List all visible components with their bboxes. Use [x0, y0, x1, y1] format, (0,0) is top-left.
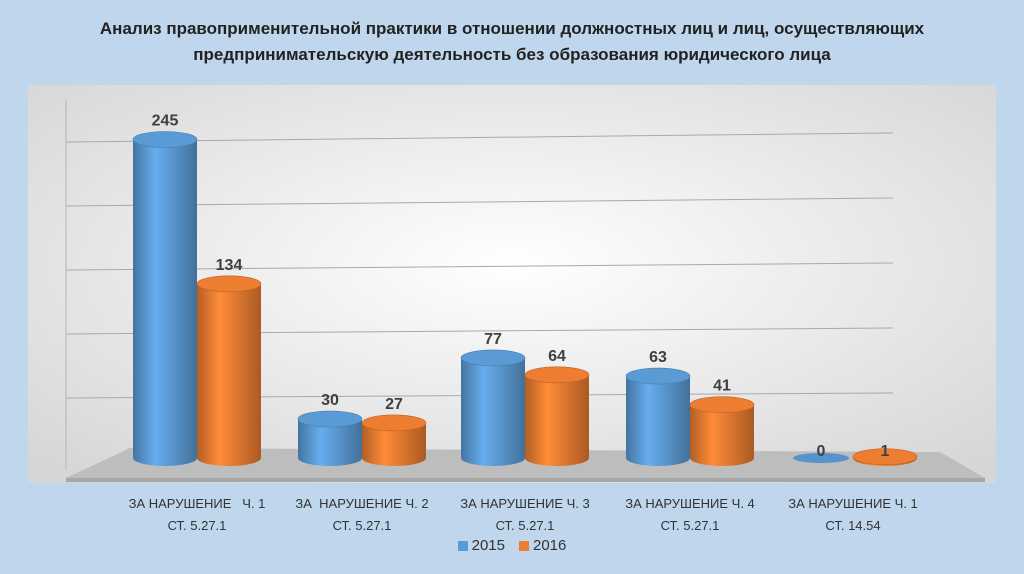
gridline [65, 197, 894, 207]
category-label-line: ЗА НАРУШЕНИЕ Ч. 4 [625, 496, 755, 511]
chart-title-line-1: Анализ правоприменительной практики в от… [99, 19, 925, 38]
bar-top [524, 366, 590, 384]
category-label-2: ЗА НАРУШЕНИЕ Ч. 2 СТ. 5.27.1 [295, 496, 428, 533]
value-label-2015-3: 77 [484, 331, 502, 348]
gridline [65, 262, 894, 271]
bar-2016-5 [852, 448, 918, 466]
bar-2016-2 [361, 414, 427, 466]
value-label-2016-5: 1 [881, 443, 890, 460]
bars [132, 131, 918, 466]
category-label-4: ЗА НАРУШЕНИЕ Ч. 4 СТ. 5.27.1 [625, 496, 755, 533]
legend-item-2015: 2015 [457, 537, 505, 554]
category-label-line: СТ. 5.27.1 [496, 518, 555, 533]
bar-2015-4 [625, 367, 691, 466]
gridline [65, 132, 894, 143]
bar-top [793, 453, 849, 463]
chart-title: Анализ правоприменительной практики в от… [40, 16, 984, 68]
bar-2015-1 [132, 131, 198, 466]
value-label-2015-2: 30 [321, 392, 339, 409]
value-label-2016-3: 64 [548, 348, 566, 365]
legend-swatch-2016 [519, 540, 529, 551]
bar-body [525, 374, 589, 466]
bar-top [460, 349, 526, 367]
legend-label-2015: 2015 [471, 537, 505, 554]
bar-body [362, 422, 426, 466]
bar-2016-1 [196, 275, 262, 466]
bar-top [297, 410, 363, 428]
legend-swatch-2015 [457, 540, 468, 551]
category-label-line: ЗА НАРУШЕНИЕ Ч. 3 [460, 496, 590, 511]
chart-floor [66, 448, 985, 482]
chart-title-line-2: предпринимательскую деятельность без обр… [193, 45, 831, 64]
legend-item-2016: 2016 [519, 537, 566, 554]
bar-2015-5 [793, 453, 849, 463]
category-labels: ЗА НАРУШЕНИЕ Ч. 1 СТ. 5.27.1ЗА НАРУШЕНИЕ … [129, 496, 918, 533]
category-label-line: ЗА НАРУШЕНИЕ Ч. 1 [788, 496, 918, 511]
bar-2015-3 [460, 349, 526, 466]
category-label-line: ЗА НАРУШЕНИЕ Ч. 2 [295, 496, 428, 511]
category-label-line: СТ. 14.54 [825, 518, 880, 533]
bar-2015-2 [297, 410, 363, 466]
category-label-line: СТ. 5.27.1 [168, 518, 227, 533]
value-label-2015-1: 245 [152, 113, 179, 130]
category-label-line: СТ. 5.27.1 [661, 518, 720, 533]
bar-body [298, 419, 362, 466]
category-label-line: ЗА НАРУШЕНИЕ Ч. 1 [129, 496, 266, 511]
bar-body [690, 404, 754, 466]
value-label-2015-5: 0 [817, 443, 826, 460]
bar-body [133, 139, 197, 466]
category-label-5: ЗА НАРУШЕНИЕ Ч. 1 СТ. 14.54 [788, 496, 918, 533]
category-label-line: СТ. 5.27.1 [333, 518, 392, 533]
bar-top [852, 448, 918, 466]
bar-2016-3 [524, 366, 590, 466]
bar-body [461, 357, 525, 466]
bar-top [361, 414, 427, 432]
value-label-2015-4: 63 [649, 349, 667, 366]
legend-label-2016: 2016 [533, 537, 567, 554]
floor [66, 448, 985, 478]
bar-2016-4 [689, 396, 755, 466]
category-label-1: ЗА НАРУШЕНИЕ Ч. 1 СТ. 5.27.1 [129, 496, 266, 533]
bar-body [626, 376, 690, 466]
legend: 2015 2016 [0, 537, 1024, 554]
bar-top [625, 367, 691, 385]
category-label-3: ЗА НАРУШЕНИЕ Ч. 3 СТ. 5.27.1 [460, 496, 590, 533]
floor-edge [66, 478, 985, 482]
value-labels: 245 134 30 27 77 64 63 41 0 1 [152, 113, 890, 461]
bar-top [132, 131, 198, 148]
value-label-2016-4: 41 [713, 378, 731, 395]
value-label-2016-2: 27 [385, 396, 403, 413]
bar-body [197, 283, 261, 466]
bar-top [196, 275, 262, 293]
bar-top [689, 396, 755, 414]
value-label-2016-1: 134 [216, 257, 243, 274]
